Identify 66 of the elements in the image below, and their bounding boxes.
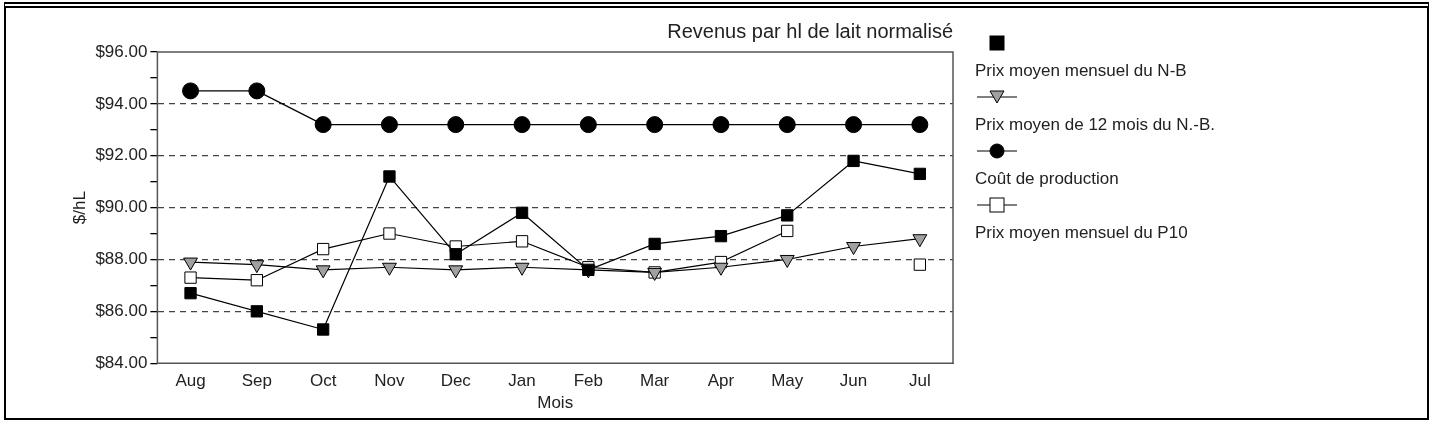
point: [184, 287, 197, 300]
point: [846, 242, 861, 255]
x-tick-label: Nov: [374, 371, 406, 391]
point: [646, 116, 664, 134]
point: [913, 258, 927, 271]
point: [911, 116, 929, 134]
point: [315, 265, 331, 279]
point: [183, 257, 198, 271]
legend-label: Prix moyen de 12 mois du N.-B.: [975, 114, 1215, 136]
point: [314, 116, 332, 134]
point: [513, 116, 531, 134]
point: [712, 116, 730, 134]
point: [912, 234, 928, 248]
point: [316, 323, 330, 336]
point: [779, 254, 795, 268]
point: [515, 235, 529, 248]
point: [714, 229, 728, 243]
x-tick-label: Jan: [508, 371, 536, 391]
y-tick-label: $90.00: [95, 197, 148, 217]
x-tick-label: Sep: [241, 371, 272, 391]
point: [845, 116, 863, 134]
point: [778, 116, 796, 134]
legend-label: Prix moyen mensuel du N-B: [975, 60, 1188, 82]
point: [380, 116, 398, 134]
point: [713, 262, 729, 276]
point: [514, 262, 530, 276]
x-tick-label: Aug: [175, 371, 206, 391]
point: [316, 242, 330, 256]
point: [781, 224, 794, 238]
point: [249, 260, 265, 274]
point: [383, 170, 396, 183]
point: [913, 167, 927, 181]
point: [515, 206, 529, 219]
y-tick-label: $92.00: [95, 145, 148, 165]
y-axis-title: $/hL: [69, 191, 89, 225]
x-tick-label: Jul: [908, 371, 931, 391]
point: [448, 265, 464, 279]
x-tick-label: May: [771, 371, 804, 391]
point: [248, 82, 266, 100]
x-tick-label: Jun: [839, 371, 868, 391]
y-tick-label: $96.00: [95, 41, 148, 61]
point: [847, 154, 860, 168]
y-tick-label: $88.00: [95, 249, 148, 269]
point: [781, 209, 794, 222]
legend-label: Coût de production: [975, 168, 1120, 190]
legend-label: Prix moyen mensuel du P10: [975, 222, 1189, 244]
x-tick-label: Apr: [707, 371, 735, 391]
x-tick-label: Mar: [640, 371, 670, 391]
y-tick-label: $94.00: [95, 93, 148, 113]
y-tick-label: $86.00: [95, 301, 148, 321]
point: [184, 271, 197, 284]
point: [447, 116, 465, 134]
x-axis-title: Mois: [537, 393, 574, 413]
point: [382, 262, 397, 276]
point: [250, 274, 263, 287]
point: [449, 248, 462, 261]
point: [182, 82, 200, 100]
point: [579, 116, 597, 134]
point: [648, 237, 661, 251]
x-tick-label: Feb: [573, 371, 603, 391]
y-tick-label: $84.00: [95, 352, 148, 372]
point: [250, 305, 263, 318]
chart-title: Revenus par hl de lait normalisé: [667, 19, 953, 42]
point: [383, 227, 396, 240]
x-tick-label: Oct: [309, 371, 337, 391]
x-tick-label: Dec: [440, 371, 472, 391]
